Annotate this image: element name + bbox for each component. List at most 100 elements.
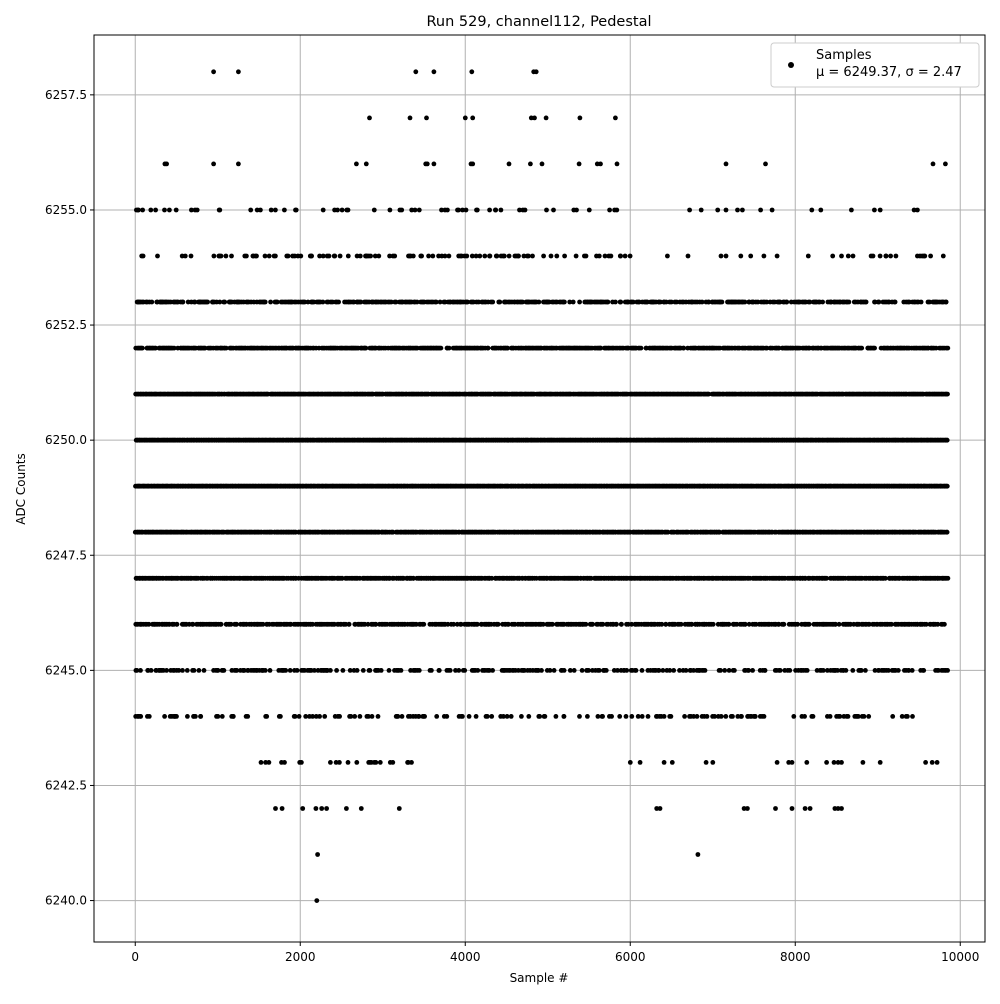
data-point [181, 300, 186, 305]
data-point [388, 208, 393, 213]
data-point [574, 208, 579, 213]
data-point [614, 208, 619, 213]
data-point [426, 254, 431, 259]
data-point [944, 300, 949, 305]
data-point [562, 254, 567, 259]
data-point [928, 254, 933, 259]
data-point [445, 208, 450, 213]
data-point [530, 254, 535, 259]
data-point [273, 208, 278, 213]
data-point [584, 254, 589, 259]
data-point [562, 300, 567, 305]
data-point [607, 208, 612, 213]
data-point [195, 208, 200, 213]
data-point [507, 254, 512, 259]
data-point [430, 254, 435, 259]
data-point [162, 208, 167, 213]
data-point [945, 392, 950, 397]
data-point [888, 254, 893, 259]
data-point [244, 254, 249, 259]
data-point [286, 254, 291, 259]
data-point [486, 346, 491, 351]
data-point [830, 254, 835, 259]
data-point [597, 254, 602, 259]
data-point [628, 254, 633, 259]
data-point [877, 300, 882, 305]
data-point [945, 346, 950, 351]
data-point [136, 208, 141, 213]
data-point [254, 254, 259, 259]
data-point [258, 208, 263, 213]
data-point [399, 208, 404, 213]
data-point [493, 208, 498, 213]
data-point [141, 254, 146, 259]
data-point [577, 300, 582, 305]
data-point [618, 300, 623, 305]
data-point [346, 208, 351, 213]
data-point [346, 254, 351, 259]
data-point [945, 484, 950, 489]
data-point [263, 254, 268, 259]
data-point [482, 254, 487, 259]
data-point [526, 254, 531, 259]
data-point [893, 300, 898, 305]
data-point [263, 300, 268, 305]
data-point [574, 254, 579, 259]
data-point [212, 254, 217, 259]
data-point [864, 300, 869, 305]
data-point [332, 254, 337, 259]
data-point [219, 254, 224, 259]
data-point [335, 208, 340, 213]
data-point [945, 438, 950, 443]
data-point [488, 254, 493, 259]
data-point [155, 254, 160, 259]
data-point [340, 208, 345, 213]
data-point [294, 208, 299, 213]
data-point [447, 254, 452, 259]
data-point [376, 254, 381, 259]
data-point [222, 300, 227, 305]
chart-title: Run 529, channel112, Pedestal [426, 14, 651, 30]
data-point [495, 254, 500, 259]
data-point [475, 208, 480, 213]
data-points [133, 69, 950, 903]
data-point [321, 208, 326, 213]
data-point [217, 208, 222, 213]
data-point [549, 254, 554, 259]
data-point [847, 300, 852, 305]
data-point [571, 300, 576, 305]
data-point [327, 254, 332, 259]
data-point [189, 254, 194, 259]
data-point [554, 254, 559, 259]
data-point [309, 254, 314, 259]
data-point [336, 300, 341, 305]
data-point [606, 300, 611, 305]
data-point [298, 254, 303, 259]
data-point [183, 254, 188, 259]
data-point [174, 208, 179, 213]
data-point [806, 254, 811, 259]
data-point [321, 300, 326, 305]
data-point [419, 254, 424, 259]
data-point [477, 254, 482, 259]
data-point [447, 346, 452, 351]
data-point [417, 208, 422, 213]
data-point [358, 254, 363, 259]
data-point [878, 254, 883, 259]
data-point [859, 346, 864, 351]
data-point [941, 254, 946, 259]
data-point [167, 208, 172, 213]
data-point [720, 300, 725, 305]
data-point [851, 254, 856, 259]
data-point [846, 254, 851, 259]
data-point [587, 208, 592, 213]
data-point [282, 208, 287, 213]
data-point [140, 208, 145, 213]
data-point [248, 208, 253, 213]
data-point [392, 254, 397, 259]
data-point [618, 254, 623, 259]
data-point [269, 208, 274, 213]
data-point [372, 208, 377, 213]
data-point [537, 300, 542, 305]
